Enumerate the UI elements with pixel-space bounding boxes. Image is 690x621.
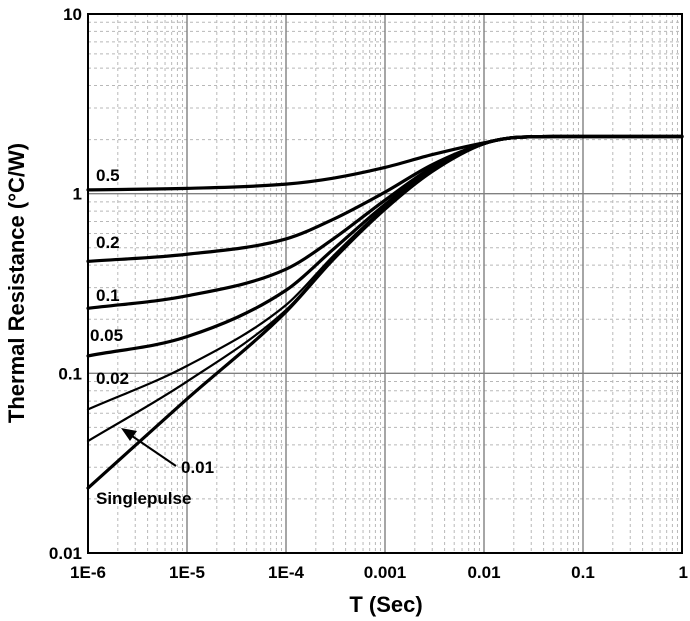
arrow-head-icon — [121, 428, 137, 441]
x-tick-label: 1E-6 — [70, 563, 106, 582]
y-tick-labels: 0.01 0.1 1 10 — [49, 5, 82, 563]
y-axis-title: Thermal Resistance (°C/W) — [4, 143, 29, 423]
plot-frame — [87, 13, 683, 554]
x-tick-label: 1E-4 — [268, 563, 304, 582]
series-label-0-1: 0.1 — [96, 286, 120, 305]
x-tick-labels: 1E-6 1E-5 1E-4 0.001 0.01 0.1 1 — [70, 563, 688, 582]
y-tick-label: 1 — [73, 185, 82, 204]
series-label-0-01: 0.01 — [181, 458, 214, 477]
x-tick-label: 1E-5 — [169, 563, 205, 582]
y-tick-label: 0.01 — [49, 544, 82, 563]
y-tick-label: 0.1 — [58, 364, 82, 383]
arrow-line — [131, 435, 177, 467]
series-label-0-02: 0.02 — [96, 369, 129, 388]
annotation-layer: 0.5 0.2 0.1 0.05 0.02 0.01 Singlepulse — [90, 166, 214, 508]
x-tick-label: 0.01 — [467, 563, 500, 582]
series-layer — [86, 134, 684, 490]
series-line-singlepulse — [86, 134, 684, 490]
x-tick-label: 0.001 — [364, 563, 407, 582]
x-tick-label: 1 — [679, 563, 688, 582]
series-label-0-05: 0.05 — [90, 326, 123, 345]
x-axis-title: T (Sec) — [349, 592, 422, 617]
series-label-0-2: 0.2 — [96, 233, 120, 252]
series-label-singlepulse: Singlepulse — [96, 489, 191, 508]
x-tick-label: 0.1 — [571, 563, 595, 582]
y-tick-label: 10 — [63, 5, 82, 24]
series-label-0-5: 0.5 — [96, 166, 120, 185]
